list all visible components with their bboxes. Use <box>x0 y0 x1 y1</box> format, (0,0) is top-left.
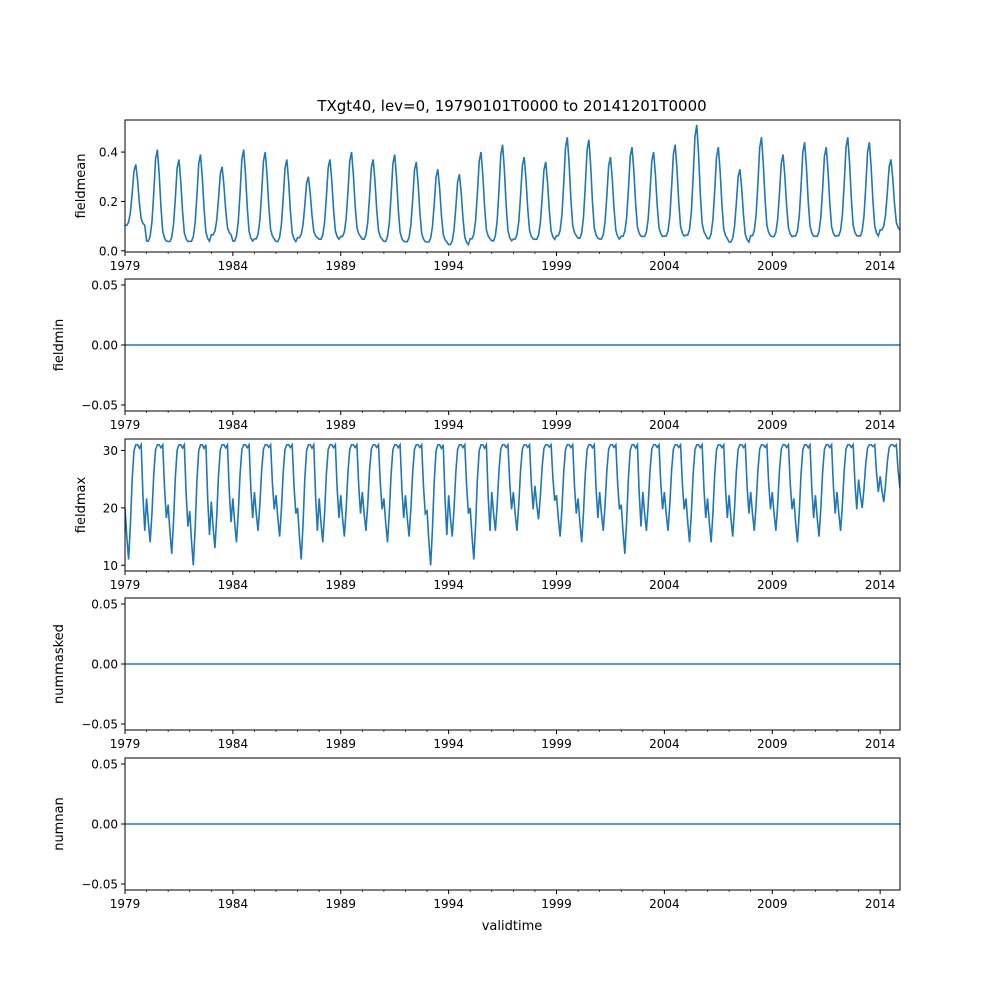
x-axis-label: validtime <box>482 919 543 934</box>
fieldmean-xtick-label: 2004 <box>649 259 680 273</box>
fieldmean-xtick-label: 2014 <box>865 259 896 273</box>
nummasked-xtick-label: 1984 <box>218 737 249 751</box>
fieldmin-xtick-label: 1979 <box>110 418 141 432</box>
panel-nummasked: −0.05 0.00 0.05 1979 1984 1989 1994 1999 2004 200… <box>52 597 901 751</box>
fieldmean-xtick-label: 2009 <box>757 259 788 273</box>
panel-numnan: −0.05 0.00 0.05 1979 1984 1989 1994 1999 2004 200… <box>52 757 901 911</box>
fieldmin-xtick-label: 1984 <box>218 418 249 432</box>
fieldmean-xtick-label: 1994 <box>433 259 464 273</box>
fieldmean-series-line <box>125 124 900 247</box>
fieldmean-ytick-label: 0.0 <box>99 244 118 258</box>
numnan-xtick-label: 2014 <box>865 897 896 911</box>
numnan-xtick-label: 1989 <box>325 897 356 911</box>
fieldmax-xtick-label: 2004 <box>649 578 680 592</box>
numnan-xtick-label: 1979 <box>110 897 141 911</box>
fieldmean-ytick-label: 0.4 <box>99 146 118 160</box>
panel-fieldmax: 10 20 30 1979 1984 1989 1994 1999 2004 2009 2014 fi… <box>74 438 901 592</box>
fieldmax-xtick-label: 1994 <box>433 578 464 592</box>
nummasked-xtick-label: 1999 <box>541 737 572 751</box>
fieldmin-ytick-label: 0.00 <box>91 339 118 353</box>
numnan-xtick-label: 2009 <box>757 897 788 911</box>
fieldmin-ytick-label: −0.05 <box>81 399 118 413</box>
numnan-ylabel: numnan <box>52 797 67 851</box>
nummasked-xtick-label: 2009 <box>757 737 788 751</box>
nummasked-ylabel: nummasked <box>52 624 67 704</box>
nummasked-ytick-label: 0.00 <box>91 658 118 672</box>
fieldmin-xtick-label: 1989 <box>325 418 356 432</box>
fieldmax-ytick-label: 30 <box>103 444 118 458</box>
fieldmax-ytick-label: 20 <box>103 501 118 515</box>
fieldmean-ylabel: fieldmean <box>74 154 89 219</box>
panel-fieldmean: 0.0 0.2 0.4 1979 1984 1989 1994 1999 2004 2009 201… <box>74 119 901 273</box>
fieldmean-ytick-label: 0.2 <box>99 195 118 209</box>
fieldmin-ytick-label: 0.05 <box>91 279 118 293</box>
fieldmax-xtick-label: 1999 <box>541 578 572 592</box>
fieldmean-xtick-label: 1979 <box>110 259 141 273</box>
nummasked-xtick-label: 2004 <box>649 737 680 751</box>
fieldmin-xtick-label: 2014 <box>865 418 896 432</box>
fieldmin-xtick-label: 2009 <box>757 418 788 432</box>
nummasked-xtick-label: 1989 <box>325 737 356 751</box>
numnan-xtick-label: 1999 <box>541 897 572 911</box>
fieldmax-xtick-label: 1984 <box>218 578 249 592</box>
fieldmax-axes-frame <box>124 438 901 572</box>
fieldmax-ytick-label: 10 <box>103 559 118 573</box>
numnan-xtick-label: 1994 <box>433 897 464 911</box>
fieldmax-xtick-label: 2009 <box>757 578 788 592</box>
numnan-ytick-label: −0.05 <box>81 878 118 892</box>
numnan-xtick-label: 1984 <box>218 897 249 911</box>
fieldmax-xtick-label: 1979 <box>110 578 141 592</box>
numnan-xtick-label: 2004 <box>649 897 680 911</box>
fieldmean-axes-frame <box>124 119 901 253</box>
fieldmean-xtick-label: 1984 <box>218 259 249 273</box>
fieldmean-xtick-label: 1989 <box>325 259 356 273</box>
nummasked-ytick-label: 0.05 <box>91 598 118 612</box>
nummasked-xtick-label: 1994 <box>433 737 464 751</box>
numnan-ytick-label: 0.00 <box>91 818 118 832</box>
fieldmin-ylabel: fieldmin <box>52 319 67 372</box>
fieldmax-ylabel: fieldmax <box>74 477 89 534</box>
fieldmax-series-line <box>125 441 900 566</box>
nummasked-ytick-label: −0.05 <box>81 718 118 732</box>
fieldmin-xtick-label: 2004 <box>649 418 680 432</box>
fieldmin-xtick-label: 1999 <box>541 418 572 432</box>
fieldmin-xtick-label: 1994 <box>433 418 464 432</box>
fieldmean-xtick-label: 1999 <box>541 259 572 273</box>
nummasked-xtick-label: 2014 <box>865 737 896 751</box>
panel-fieldmin: −0.05 0.00 0.05 1979 1984 1989 1994 1999 2004 200… <box>52 278 901 432</box>
nummasked-xtick-label: 1979 <box>110 737 141 751</box>
figure-title: TXgt40, lev=0, 19790101T0000 to 20141201… <box>316 97 706 115</box>
fieldmax-xtick-label: 1989 <box>325 578 356 592</box>
numnan-ytick-label: 0.05 <box>91 758 118 772</box>
fieldmax-xtick-label: 2014 <box>865 578 896 592</box>
